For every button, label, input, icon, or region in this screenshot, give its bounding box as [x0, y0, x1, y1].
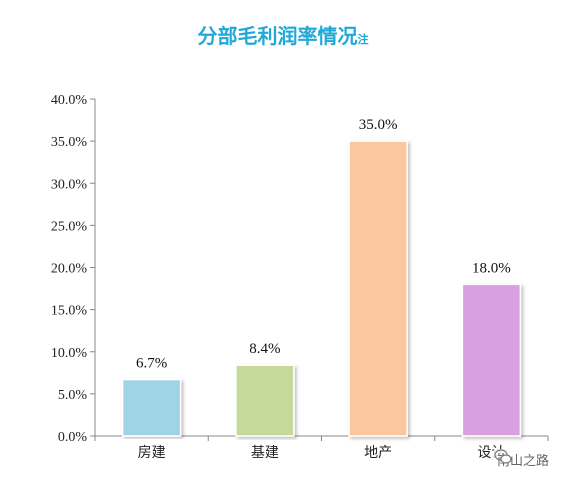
y-tick-label: 30.0%	[51, 177, 88, 192]
chart-title-suffix: 注	[357, 33, 369, 46]
watermark: 南山之路	[493, 449, 552, 470]
y-tick-label: 15.0%	[51, 304, 88, 319]
y-tick-label: 0.0%	[58, 430, 88, 445]
bar	[121, 378, 182, 437]
bar	[461, 283, 522, 437]
y-tick-label: 5.0%	[58, 388, 88, 403]
bar	[235, 364, 295, 437]
y-tick-label: 20.0%	[51, 262, 88, 277]
chart-title: 分部毛利润率情况注	[0, 20, 566, 49]
bars: 6.7% 8.4% 35.0% 18.0%	[121, 117, 522, 437]
data-label: 6.7%	[136, 356, 167, 372]
bar	[348, 140, 408, 437]
wechat-icon	[494, 449, 512, 464]
data-label: 18.0%	[472, 260, 511, 276]
y-tick-label: 35.0%	[51, 135, 88, 150]
x-tick-label: 房建	[138, 445, 166, 461]
x-tick-label: 基建	[251, 444, 279, 461]
data-label: 8.4%	[249, 341, 280, 357]
chart-title-main: 分部毛利润率情况	[197, 24, 358, 48]
x-tick-label: 地产	[364, 445, 392, 461]
y-tick-label: 25.0%	[51, 219, 88, 234]
y-tick-label: 10.0%	[51, 346, 88, 361]
data-label: 35.0%	[359, 117, 398, 133]
y-tick-label: 40.0%	[51, 93, 88, 108]
